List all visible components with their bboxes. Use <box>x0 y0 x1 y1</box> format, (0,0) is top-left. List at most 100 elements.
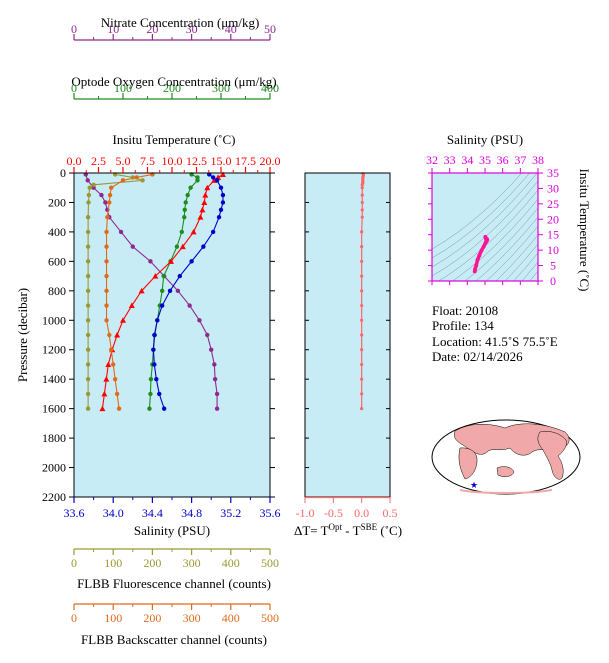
delta-t-point <box>360 289 364 293</box>
delta-t-point <box>360 200 364 205</box>
oxygen-point <box>148 376 154 382</box>
ts-x-tick-label: 36 <box>497 153 509 167</box>
oxygen-tick-label: 400 <box>261 81 279 95</box>
fluorescence-point <box>86 200 91 205</box>
main-plot-series <box>83 171 226 412</box>
ts-isopycnal <box>504 243 538 281</box>
backscatter-tick-label: 200 <box>143 611 161 625</box>
oxygen-point <box>183 200 188 205</box>
map-land-australia <box>496 466 515 477</box>
ts-isopycnal <box>432 173 530 259</box>
fluorescence-point <box>85 406 91 411</box>
delta-t-point <box>360 230 364 234</box>
backscatter-point <box>107 332 112 338</box>
temperature-point <box>114 332 121 338</box>
salinity-point <box>220 200 226 205</box>
delta-t-title-unit: (˚C) <box>377 523 402 538</box>
pressure-tick-label: 200 <box>48 195 66 209</box>
fluorescence-tick-label: 500 <box>261 556 279 570</box>
nitrate-tick-label: 50 <box>264 22 276 36</box>
delta-t-title-part2: - T <box>342 523 361 538</box>
main-axes: 0200400600800100012001400160018002000220… <box>42 22 281 625</box>
salinity-point <box>210 229 216 235</box>
temperature-point <box>152 273 159 279</box>
fluorescence-point <box>86 192 92 198</box>
ts-isopycnals <box>432 173 538 281</box>
temperature-tick-label: 15.0 <box>211 154 232 168</box>
temperature-point <box>197 214 204 220</box>
oxygen-point <box>179 229 184 235</box>
salinity-tick-label: 33.6 <box>64 506 85 520</box>
nitrate-point <box>118 229 124 235</box>
ts-x-tick-label: 32 <box>426 153 438 167</box>
ts-isopycnal <box>513 252 538 281</box>
salinity-point <box>201 244 206 249</box>
backscatter-point <box>111 362 116 367</box>
nitrate-tick-label: 0 <box>71 22 77 36</box>
salinity-point <box>218 185 224 190</box>
temperature-point <box>199 206 206 213</box>
backscatter-point <box>116 406 122 411</box>
pressure-tick-label: 0 <box>60 166 66 180</box>
pressure-tick-label: 1000 <box>42 313 66 327</box>
fluorescence-point <box>85 273 91 279</box>
nitrate-tick-label: 30 <box>186 22 198 36</box>
fluorescence-tick-label: 200 <box>143 556 161 570</box>
fluorescence-point <box>85 229 91 235</box>
salinity-point <box>167 288 173 294</box>
delta-t-axis-title: ΔT= TOpt - TSBE (˚C) <box>294 522 402 538</box>
temperature-tick-label: 20.0 <box>260 154 281 168</box>
ts-isopycnal <box>475 216 538 281</box>
delta-t-point <box>360 215 364 219</box>
oxygen-point <box>185 192 190 198</box>
temperature-point <box>202 192 209 198</box>
delta-t-title-sup2: SBE <box>361 522 378 532</box>
ts-temperature-axis-title: Insitu Temperature (˚C) <box>577 168 592 291</box>
temperature-point <box>128 302 135 309</box>
float-location-marker: ★ <box>470 481 478 491</box>
backscatter-point <box>134 175 139 180</box>
fluorescence-point <box>85 214 91 220</box>
temperature-tick-label: 17.5 <box>235 154 256 168</box>
ts-isopycnal <box>432 173 523 250</box>
ts-isopycnal <box>432 173 538 268</box>
fluorescence-tick-label: 100 <box>104 556 122 570</box>
salinity-point <box>214 178 220 183</box>
delta-t-point <box>360 259 364 263</box>
backscatter-point <box>104 318 109 323</box>
temperature-point <box>103 376 110 382</box>
oxygen-tick-label: 200 <box>163 81 181 95</box>
oxygen-point <box>195 178 200 183</box>
delta-t-title-part1: ΔT= T <box>294 523 329 538</box>
ts-salinity-axis-title: Salinity (PSU) <box>447 132 523 147</box>
temperature-tick-label: 12.5 <box>186 154 207 168</box>
nitrate-point <box>175 288 181 294</box>
salinity-point <box>177 273 183 279</box>
nitrate-point <box>148 259 153 264</box>
ts-point <box>474 263 479 268</box>
fluorescence-tick-label: 0 <box>71 556 77 570</box>
temperature-tick-label: 5.0 <box>116 154 131 168</box>
oxygen-tick-label: 100 <box>114 81 132 95</box>
backscatter-axis-title: FLBB Backscatter channel (counts) <box>81 632 267 647</box>
float-id: Float: 20108 <box>432 303 498 318</box>
salinity-point <box>154 376 159 382</box>
fluorescence-point <box>91 182 96 187</box>
main-plot-area <box>74 173 270 497</box>
backscatter-tick-label: 0 <box>71 611 77 625</box>
ts-point <box>481 244 486 249</box>
delta-t-axes: -1.0 -0.5 0.0 0.5 <box>296 172 398 520</box>
location-map: ★ <box>431 419 581 495</box>
nitrate-point <box>209 347 214 352</box>
oxygen-point <box>160 288 165 294</box>
ts-x-tick-label: 34 <box>461 153 473 167</box>
oxygen-point <box>174 244 180 249</box>
fluorescence-point <box>85 288 91 294</box>
pressure-tick-label: 800 <box>48 284 66 298</box>
nitrate-point <box>187 303 192 308</box>
ts-point <box>483 234 488 239</box>
fluorescence-axis-title: FLBB Fluorescence channel (counts) <box>77 576 271 591</box>
backscatter-point <box>105 214 110 220</box>
ts-isopycnal <box>521 261 538 281</box>
